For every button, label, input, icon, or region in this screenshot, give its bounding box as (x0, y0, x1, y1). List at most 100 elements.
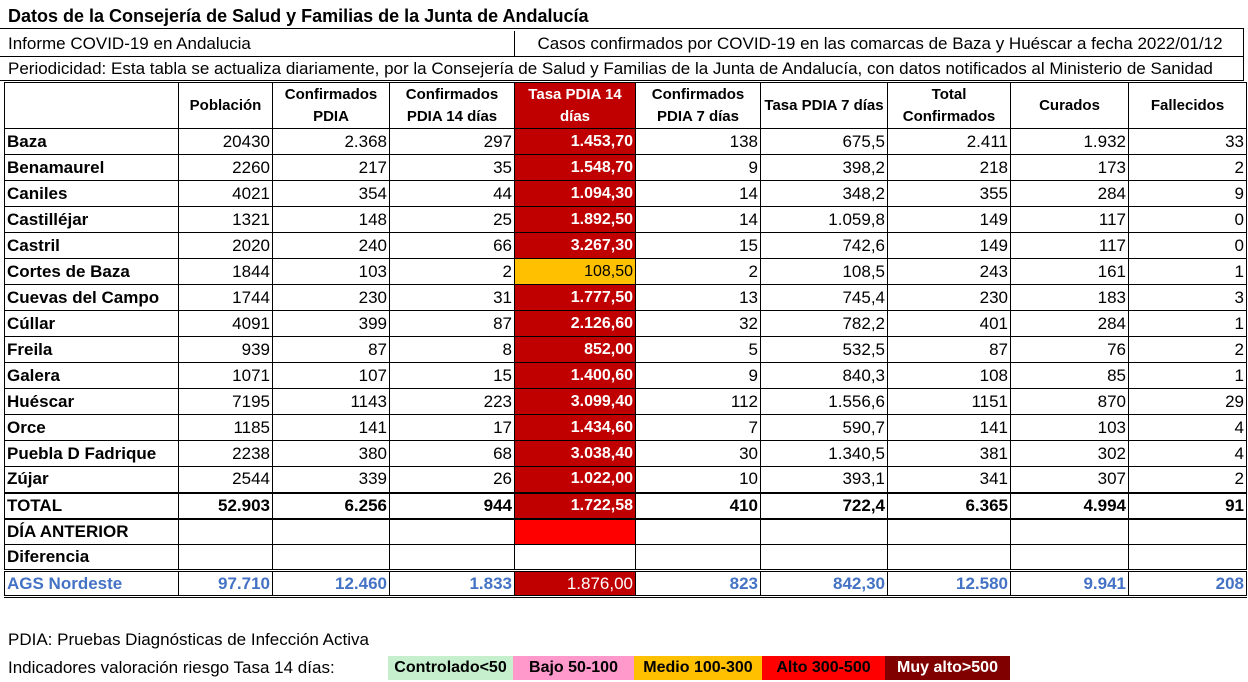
cell-value: 141 (272, 414, 390, 441)
legend-item: Alto 300-500 (762, 656, 885, 680)
cell-value: 284 (1010, 180, 1129, 207)
cell-value: 108 (887, 362, 1011, 389)
municipality-name: Orce (4, 414, 179, 441)
cell-value: 20430 (178, 128, 273, 155)
cell-value: 2.126,60 (514, 310, 636, 337)
municipality-name: Huéscar (4, 388, 179, 415)
cell-value: 939 (178, 336, 273, 363)
cell-value: 13 (635, 284, 761, 311)
cell-value: 85 (1010, 362, 1129, 389)
cell-value: 1.722,58 (514, 491, 636, 520)
cell-value: 1.059,8 (760, 206, 888, 233)
cell-value: 4091 (178, 310, 273, 337)
cell-value: 68 (389, 440, 515, 467)
cell-value: 91 (1128, 491, 1247, 520)
cell-value: 31 (389, 284, 515, 311)
cell-value: 1.094,30 (514, 180, 636, 207)
cell-value: 2 (1128, 466, 1247, 493)
cell-value: 183 (1010, 284, 1129, 311)
cell-value: 35 (389, 154, 515, 181)
cell-value: 2 (635, 258, 761, 285)
cell-value: 1.892,50 (514, 206, 636, 233)
cell-value: 30 (635, 440, 761, 467)
cell-value: 1.548,70 (514, 154, 636, 181)
info-divider (0, 56, 1244, 57)
cell-value: 341 (887, 466, 1011, 493)
cell-value: 782,2 (760, 310, 888, 337)
cell-value: 1 (1128, 258, 1247, 285)
empty-cell (887, 518, 1011, 545)
cell-value: 1.340,5 (760, 440, 888, 467)
table-row: Cortes de Baza 1844 103 2 108,50 2 108,5 243 161… (4, 258, 1247, 285)
cell-value: 208 (1128, 569, 1247, 598)
municipality-name: Castril (4, 232, 179, 259)
cell-value: 26 (389, 466, 515, 493)
empty-cell (887, 544, 1011, 571)
info-right: Casos confirmados por COVID-19 en las co… (514, 31, 1245, 57)
municipality-name: Freila (4, 336, 179, 363)
legend-item: Medio 100-300 (634, 656, 762, 680)
municipality-name: Caniles (4, 180, 179, 207)
cell-value: 15 (635, 232, 761, 259)
column-header: Tasa PDIA 7 días (760, 82, 888, 129)
cell-value: 1071 (178, 362, 273, 389)
cell-value: 1.777,50 (514, 284, 636, 311)
cell-value: 9.941 (1010, 569, 1129, 598)
cell-value: 12.580 (887, 569, 1011, 598)
info-box (0, 28, 1244, 81)
empty-cell (635, 544, 761, 571)
table-row: Benamaurel 2260 217 35 1.548,70 9 398,2 218 173 2 (4, 154, 1247, 181)
cell-value: 823 (635, 569, 761, 598)
cell-value: 108,5 (760, 258, 888, 285)
column-header: Población (178, 82, 273, 129)
municipality-name: Baza (4, 128, 179, 155)
cell-value: 25 (389, 206, 515, 233)
column-header: Curados (1010, 82, 1129, 129)
cell-value: 722,4 (760, 491, 888, 520)
pdia-footnote: PDIA: Pruebas Diagnósticas de Infección … (8, 630, 369, 649)
cell-value: 2 (389, 258, 515, 285)
cell-value: 1.932 (1010, 128, 1129, 155)
empty-cell (272, 544, 390, 571)
cell-value: 9 (635, 362, 761, 389)
empty-cell (1010, 518, 1129, 545)
table-row: Baza 20430 2.368 297 1.453,70 138 675,5 2.411 1.… (4, 128, 1247, 155)
cell-value: 381 (887, 440, 1011, 467)
cell-value: 840,3 (760, 362, 888, 389)
cell-value: 0 (1128, 232, 1247, 259)
cell-value: 12.460 (272, 569, 390, 598)
column-header: Fallecidos (1128, 82, 1247, 129)
cell-value: 302 (1010, 440, 1129, 467)
table-row: Puebla D Fadrique 2238 380 68 3.038,40 30 1.34… (4, 440, 1247, 467)
cell-value: 307 (1010, 466, 1129, 493)
cell-value: 148 (272, 206, 390, 233)
municipality-name: Cúllar (4, 310, 179, 337)
covid-table: Población Confirmados PDIA Confirmados PDI… (4, 82, 1247, 598)
cell-value: 284 (1010, 310, 1129, 337)
cell-value: 7 (635, 414, 761, 441)
cell-value: 108,50 (514, 258, 636, 285)
cell-value: 149 (887, 206, 1011, 233)
legend-item: Bajo 50-100 (513, 656, 634, 680)
municipality-name: Galera (4, 362, 179, 389)
cell-value: 399 (272, 310, 390, 337)
cell-value: 6.365 (887, 491, 1011, 520)
legend-item: Controlado<50 (388, 656, 513, 680)
cell-value: 5 (635, 336, 761, 363)
previous-day-label: DÍA ANTERIOR (4, 518, 179, 545)
empty-cell (1010, 544, 1129, 571)
ags-row: AGS Nordeste 97.710 12.460 1.833 1.876,00 823… (4, 569, 1247, 598)
cell-value: 2 (1128, 154, 1247, 181)
cell-value: 161 (1010, 258, 1129, 285)
cell-value: 380 (272, 440, 390, 467)
cell-value: 870 (1010, 388, 1129, 415)
empty-cell (760, 544, 888, 571)
cell-value: 14 (635, 180, 761, 207)
cell-value: 1.833 (389, 569, 515, 598)
cell-value: 173 (1010, 154, 1129, 181)
cell-value: 52.903 (178, 491, 273, 520)
total-row: TOTAL 52.903 6.256 944 1.722,58 410 722,4 6.365… (4, 491, 1247, 520)
cell-value: 1744 (178, 284, 273, 311)
cell-value: 138 (635, 128, 761, 155)
cell-value: 17 (389, 414, 515, 441)
